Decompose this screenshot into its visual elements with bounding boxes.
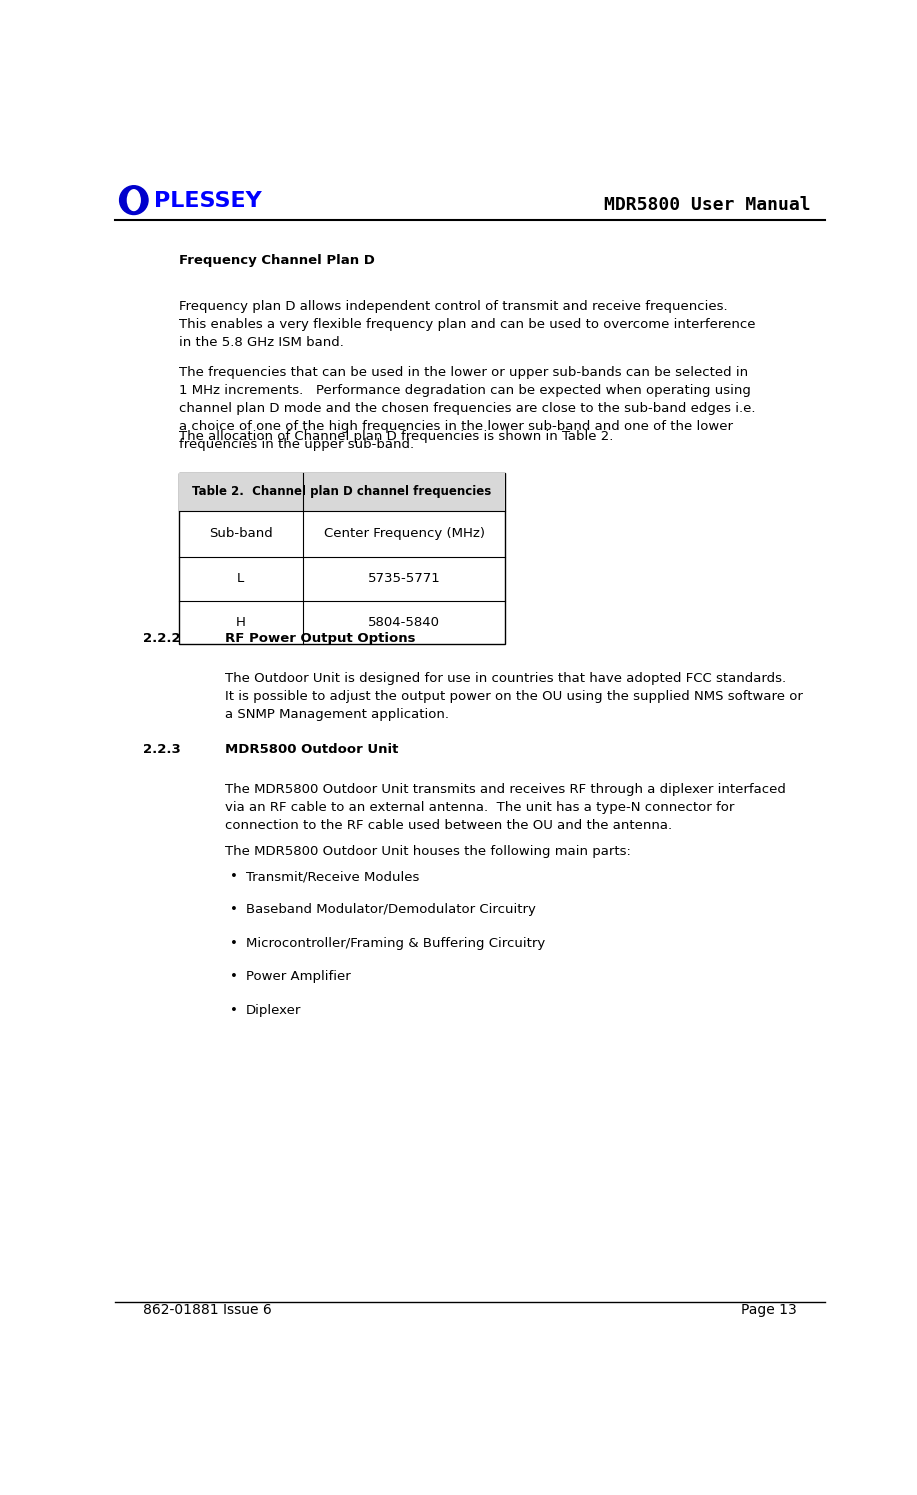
Text: Power Amplifier: Power Amplifier — [246, 970, 351, 984]
Text: •: • — [230, 870, 238, 884]
Text: RF Power Output Options: RF Power Output Options — [225, 632, 415, 644]
Ellipse shape — [119, 185, 148, 214]
Bar — [179, 472, 505, 511]
Text: Transmit/Receive Modules: Transmit/Receive Modules — [246, 870, 419, 884]
Text: 5735-5771: 5735-5771 — [368, 573, 440, 586]
Text: MDR5800 User Manual: MDR5800 User Manual — [604, 196, 812, 214]
Text: Baseband Modulator/Demodulator Circuitry: Baseband Modulator/Demodulator Circuitry — [246, 903, 536, 916]
Text: 2.2.2: 2.2.2 — [143, 632, 181, 644]
Text: Frequency Channel Plan D: Frequency Channel Plan D — [179, 254, 374, 268]
Text: 5804-5840: 5804-5840 — [368, 616, 440, 629]
Text: Frequency plan D allows independent control of transmit and receive frequencies.: Frequency plan D allows independent cont… — [179, 300, 755, 350]
Text: The MDR5800 Outdoor Unit transmits and receives RF through a diplexer interfaced: The MDR5800 Outdoor Unit transmits and r… — [225, 782, 786, 831]
Text: 2.2.3: 2.2.3 — [143, 743, 181, 756]
Text: Sub-band: Sub-band — [209, 528, 272, 541]
Text: •: • — [230, 937, 238, 949]
Text: The MDR5800 Outdoor Unit houses the following main parts:: The MDR5800 Outdoor Unit houses the foll… — [225, 845, 631, 858]
Text: The frequencies that can be used in the lower or upper sub-bands can be selected: The frequencies that can be used in the … — [179, 366, 755, 451]
Text: Table 2.  Channel plan D channel frequencies: Table 2. Channel plan D channel frequenc… — [193, 486, 492, 498]
Text: H: H — [236, 616, 246, 629]
Text: •: • — [230, 903, 238, 916]
Text: PLESSEY: PLESSEY — [154, 191, 262, 211]
Circle shape — [127, 190, 140, 211]
Text: Diplexer: Diplexer — [246, 1003, 302, 1017]
Text: •: • — [230, 970, 238, 984]
Text: L: L — [238, 573, 244, 586]
Text: 862-01881 Issue 6: 862-01881 Issue 6 — [143, 1302, 271, 1317]
Text: The Outdoor Unit is designed for use in countries that have adopted FCC standard: The Outdoor Unit is designed for use in … — [225, 673, 802, 721]
Text: Microcontroller/Framing & Buffering Circuitry: Microcontroller/Framing & Buffering Circ… — [246, 937, 546, 949]
Text: Center Frequency (MHz): Center Frequency (MHz) — [324, 528, 485, 541]
Text: Page 13: Page 13 — [741, 1302, 797, 1317]
Bar — [179, 472, 505, 644]
Text: •: • — [230, 1003, 238, 1017]
Text: MDR5800 Outdoor Unit: MDR5800 Outdoor Unit — [225, 743, 398, 756]
Text: The allocation of Channel plan D frequencies is shown in Table 2.: The allocation of Channel plan D frequen… — [179, 431, 613, 444]
